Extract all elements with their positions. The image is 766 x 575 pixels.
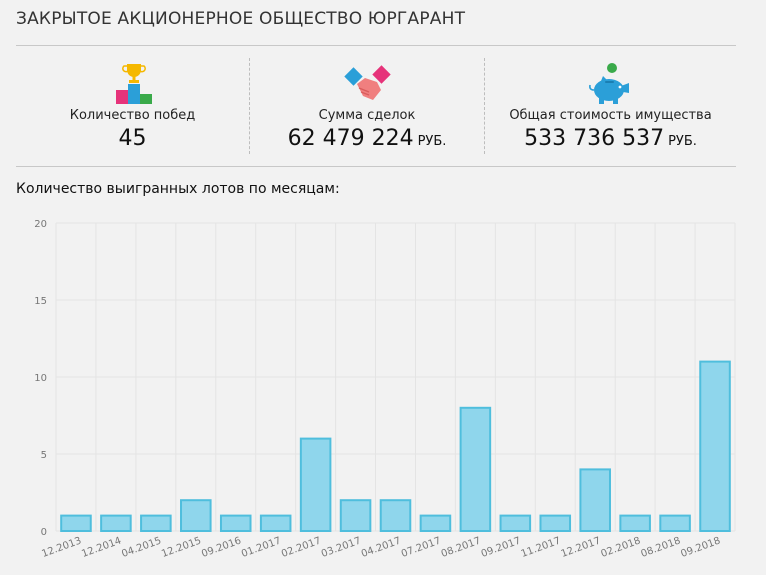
bar-chart: 0510152012.201312.201404.201512.201509.2…: [34, 219, 736, 560]
stat-assets-value: 533 736 537 РУБ.: [485, 126, 736, 151]
stat-deals-unit: РУБ.: [417, 134, 447, 149]
bar: [539, 514, 572, 533]
stat-assets-label: Общая стоимость имущества: [509, 108, 712, 123]
trophy-podium-icon: [115, 64, 152, 104]
bar: [140, 514, 172, 533]
x-tick-label: 01.2017: [240, 535, 283, 559]
bar: [299, 437, 332, 533]
y-tick-label: 5: [41, 450, 47, 461]
stat-deals-label: Сумма сделок: [318, 108, 416, 123]
stat-assets: Общая стоимость имущества 533 736 537 РУБ…: [485, 56, 736, 156]
bar: [379, 499, 412, 533]
x-tick-label: 11.2017: [520, 535, 563, 559]
stat-assets-unit: РУБ.: [668, 134, 697, 149]
stats-panel: Количество побед 45 Сумма сделок 62 479 …: [16, 56, 736, 156]
x-tick-label: 02.2017: [280, 535, 323, 559]
x-tick-label: 12.2017: [560, 535, 603, 559]
stat-wins: Количество побед 45: [16, 56, 249, 156]
divider: [16, 166, 736, 167]
bar: [60, 514, 92, 533]
x-tick-label: 12.2015: [160, 535, 203, 559]
bar: [259, 514, 292, 533]
bar: [459, 406, 492, 532]
bar: [659, 514, 691, 533]
x-tick-label: 09.2018: [679, 535, 722, 559]
y-tick-label: 0: [41, 527, 47, 538]
bar: [339, 499, 372, 533]
x-tick-label: 07.2017: [400, 535, 443, 559]
bar: [499, 514, 532, 533]
stat-assets-number: 533 736 537: [524, 126, 665, 151]
stat-wins-label: Количество побед: [69, 108, 196, 123]
x-tick-label: 08.2018: [639, 535, 682, 559]
bar: [619, 514, 651, 533]
x-tick-label: 04.2015: [120, 535, 163, 559]
stat-deals-value: 62 479 224 РУБ.: [250, 126, 484, 151]
chart-heading: Количество выигранных лотов по месяцам:: [16, 181, 340, 197]
x-tick-label: 12.2014: [80, 535, 123, 559]
bar: [100, 514, 132, 533]
x-tick-label: 04.2017: [360, 535, 403, 559]
stat-deals-number: 62 479 224: [287, 126, 414, 151]
stat-wins-value: 45: [16, 126, 249, 151]
y-tick-label: 20: [34, 219, 47, 230]
y-tick-label: 15: [34, 296, 47, 307]
stat-deals: Сумма сделок 62 479 224 РУБ.: [250, 56, 484, 156]
divider: [16, 45, 736, 46]
bar: [579, 468, 611, 532]
bar: [180, 499, 212, 533]
stat-separator: [484, 58, 485, 154]
y-tick-label: 10: [34, 373, 47, 384]
x-tick-label: 09.2016: [200, 535, 243, 559]
stat-wins-number: 45: [118, 126, 147, 151]
x-tick-label: 03.2017: [320, 535, 363, 559]
x-tick-label: 12.2013: [40, 535, 83, 559]
piggy-bank-icon: [588, 63, 629, 104]
x-tick-label: 02.2018: [600, 535, 643, 559]
stat-separator: [249, 58, 250, 154]
page-title: ЗАКРЫТОЕ АКЦИОНЕРНОЕ ОБЩЕСТВО ЮРГАРАНТ: [16, 9, 466, 29]
bar: [699, 360, 731, 532]
x-tick-label: 09.2017: [480, 535, 523, 559]
x-tick-label: 08.2017: [440, 535, 483, 559]
handshake-icon: [344, 65, 391, 100]
bar: [219, 514, 252, 533]
bar: [419, 514, 452, 533]
